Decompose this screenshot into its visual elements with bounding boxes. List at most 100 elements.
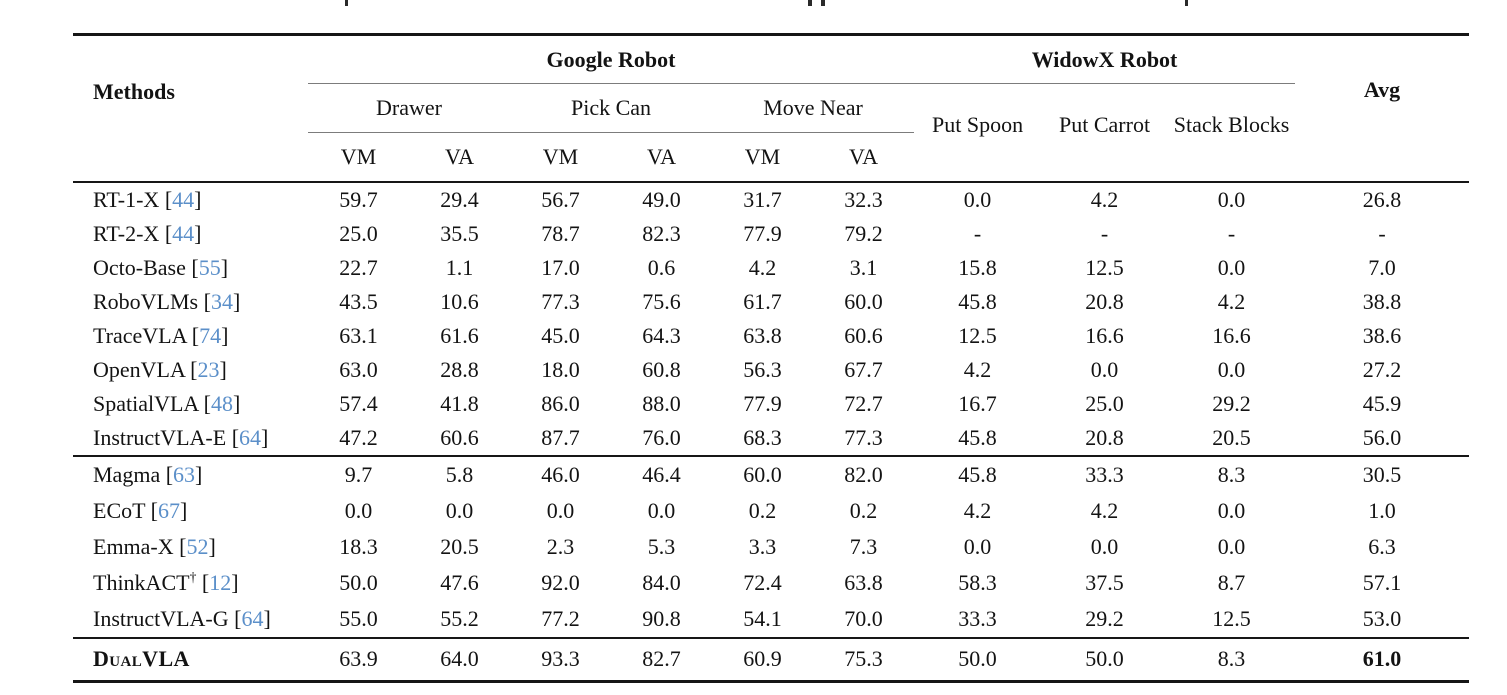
value-cell: 77.3 [813,420,915,457]
method-name: InstructVLA-E [93,424,227,450]
caption-cutoff-mark [345,0,348,6]
citation-bracket: [48] [198,390,241,416]
citation-link[interactable]: 48 [210,390,233,416]
value-cell: 60.8 [642,356,681,382]
value-cell: 60.9 [712,637,813,683]
value-cell: 0.0 [963,186,992,212]
value-cell: 0.0 [1217,186,1246,212]
citation-bracket: [67] [145,497,188,523]
value-cell: 20.5 [440,533,479,559]
method-name-cell: Octo-Base [55] [73,251,308,285]
value-cell: 45.8 [958,288,997,314]
avg-value-cell: 38.8 [1362,288,1402,314]
citation-link[interactable]: 44 [172,186,195,212]
value-cell: 92.0 [541,569,580,595]
value-cell: 37.5 [1085,569,1124,595]
value-cell: 8.3 [1217,461,1246,487]
value-cell: 78.7 [541,220,580,246]
value-cell: 90.8 [611,600,712,639]
table-row: ECoT [67] 0.0 0.0 0.0 0.0 0.2 0.2 4.2 4.2 0.0 1.0 [73,493,1469,529]
value-cell: 63.1 [339,322,378,348]
table-row: RoboVLMs [34] 43.5 10.6 77.3 75.6 61.7 60.0 45.… [73,285,1469,319]
value-cell: 5.8 [445,461,474,487]
va-header: VA [611,132,712,183]
value-cell: 33.3 [1085,461,1124,487]
citation-link[interactable]: 74 [199,322,222,348]
table-row: DualVLA 63.9 64.0 93.3 82.7 60.9 75.3 50.0 50.0 8… [73,637,1470,683]
method-name: ECoT [93,497,146,523]
method-name: TraceVLA [93,322,187,348]
citation-link[interactable]: 52 [186,533,209,559]
value-cell: 9.7 [344,461,373,487]
results-table: Methods Google Robot WidowX Robot Avg Dr… [73,33,1470,683]
value-cell: 82.0 [844,461,883,487]
method-name: RT-1-X [93,186,160,212]
value-cell: 1.1 [445,254,474,280]
widowx-robot-header: WidowX Robot [914,34,1296,84]
value-cell: 16.6 [1085,322,1124,348]
citation-link[interactable]: 64 [241,605,264,631]
value-cell: 87.7 [510,420,611,457]
value-cell: 0.0 [1217,254,1246,280]
value-cell: 82.3 [642,220,681,246]
value-cell: 5.3 [647,533,676,559]
avg-value-cell: - [1378,220,1386,246]
citation-link[interactable]: 64 [239,424,262,450]
value-cell: 0.0 [1090,356,1119,382]
value-cell: 17.0 [541,254,580,280]
citation-bracket: [23] [184,356,227,382]
table-row: RT-2-X [44] 25.0 35.5 78.7 82.3 77.9 79.2 - - - - [73,217,1469,251]
va-header: VA [409,132,510,183]
value-cell: 29.4 [440,186,479,212]
stack-blocks-header: Stack Blocks [1168,83,1296,183]
avg-value-cell: 57.1 [1362,569,1402,595]
methods-header: Methods [73,34,308,183]
avg-value-cell: 26.8 [1362,186,1402,212]
value-cell: 0.0 [1090,533,1119,559]
value-cell: 28.8 [440,356,479,382]
method-name: SpatialVLA [93,390,199,416]
caption-cutoff-mark [1185,0,1188,6]
value-cell: 63.8 [844,569,883,595]
citation-link[interactable]: 23 [197,356,220,382]
vm-header: VM [510,132,611,183]
value-cell: 56.3 [743,356,782,382]
value-cell: 46.4 [642,461,681,487]
citation-link[interactable]: 44 [172,220,195,246]
value-cell: 88.0 [642,390,681,416]
value-cell: 72.7 [844,390,883,416]
table-row: InstructVLA-G [64] 55.0 55.2 77.2 90.8 54.1 70… [73,600,1470,639]
citation-link[interactable]: 12 [209,569,232,595]
citation-bracket: [52] [173,533,216,559]
method-name: Octo-Base [93,254,186,280]
table-row: Emma-X [52] 18.3 20.5 2.3 5.3 3.3 7.3 0.0 0.0 0.0… [73,529,1469,565]
move-near-header: Move Near [712,83,915,133]
value-cell: 75.6 [642,288,681,314]
value-cell: 50.0 [339,569,378,595]
value-cell: 7.3 [849,533,878,559]
citation-link[interactable]: 63 [173,461,196,487]
citation-link[interactable]: 34 [210,288,233,314]
method-name: Magma [93,461,161,487]
value-cell: 3.1 [849,254,878,280]
google-robot-header: Google Robot [308,34,915,84]
drawer-header: Drawer [308,83,510,133]
value-cell: 70.0 [813,600,915,639]
caption-cutoff-mark [821,0,825,6]
method-name: Emma-X [93,533,174,559]
method-name-cell: InstructVLA-G [64] [73,600,308,639]
value-cell: 4.2 [1217,288,1246,314]
citation-bracket: [44] [159,186,202,212]
citation-bracket: [44] [159,220,202,246]
value-cell: 93.3 [510,637,611,683]
value-cell: 45.8 [958,461,997,487]
method-name-cell: Emma-X [52] [73,529,308,565]
citation-link[interactable]: 67 [157,497,180,523]
method-name-cell: DualVLA [73,637,308,683]
value-cell: 0.0 [647,497,676,523]
value-cell: 46.0 [541,461,580,487]
put-spoon-header: Put Spoon [914,83,1042,183]
value-cell: 54.1 [712,600,813,639]
citation-link[interactable]: 55 [198,254,221,280]
